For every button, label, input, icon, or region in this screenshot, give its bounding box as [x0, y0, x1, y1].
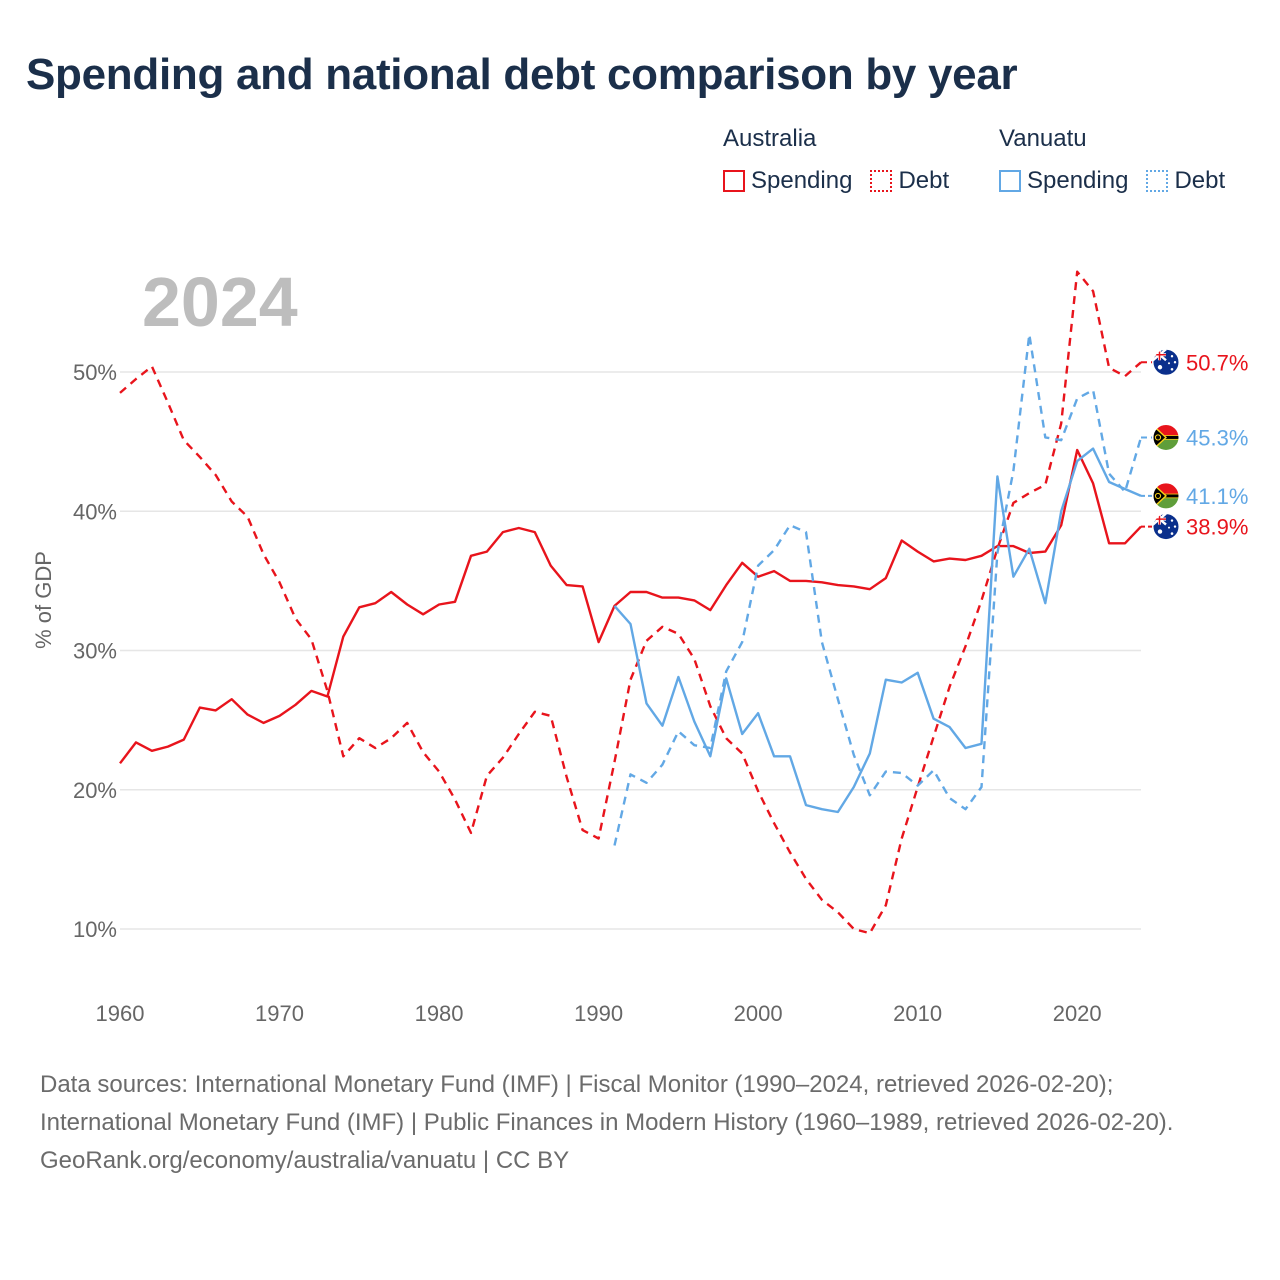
legend-country-australia: Australia	[723, 125, 817, 152]
y-axis-label: % of GDP	[31, 551, 56, 649]
line-chart: 1960 1970 1980 1990 2000 2010 2020 10% 20% 30% 40…	[31, 270, 1248, 1026]
legend-group-vanuatu: Vanuatu Spending Debt	[999, 124, 1243, 195]
legend-item-australia-spending[interactable]: Spending	[723, 167, 852, 195]
footer: Data sources: International Monetary Fun…	[40, 1066, 1240, 1180]
x-tick-label: 1980	[415, 1001, 464, 1026]
x-tick-label: 1970	[255, 1001, 304, 1026]
vanuatu-flag-icon	[1152, 423, 1180, 452]
y-tick-label: 30%	[73, 639, 117, 664]
legend-item-vanuatu-debt[interactable]: Debt	[1146, 167, 1225, 195]
series-line-vanuatu-debt[interactable]	[613, 333, 1143, 846]
x-tick-label: 2010	[893, 1001, 942, 1026]
data-sources: Data sources: International Monetary Fun…	[40, 1071, 1174, 1136]
x-tick-label: 1990	[574, 1001, 623, 1026]
credit-link[interactable]: GeoRank.org/economy/australia/vanuatu | …	[40, 1147, 570, 1174]
x-tick-label: 1960	[96, 1001, 145, 1026]
y-tick-label: 20%	[73, 778, 117, 803]
legend-label: Spending	[751, 167, 853, 194]
legend-item-australia-debt[interactable]: Debt	[870, 167, 949, 195]
y-tick-label: 10%	[73, 917, 117, 942]
solid-swatch-icon	[723, 170, 745, 192]
year-label: 2024	[142, 263, 298, 341]
legend-label: Debt	[1174, 167, 1226, 194]
vanuatu-flag-icon	[1152, 481, 1180, 510]
series-line-vanuatu-spending[interactable]	[613, 447, 1142, 814]
x-tick-label: 2020	[1053, 1001, 1102, 1026]
solid-swatch-icon	[999, 170, 1021, 192]
dotted-swatch-icon	[870, 170, 893, 192]
end-value-label: 38.9%	[1186, 515, 1248, 540]
legend-group-australia: Australia Spending Debt	[723, 124, 967, 195]
australia-flag-icon	[1152, 348, 1180, 377]
legend-item-vanuatu-spending[interactable]: Spending	[999, 167, 1128, 195]
legend-label: Debt	[898, 167, 950, 194]
x-tick-label: 2000	[734, 1001, 783, 1026]
end-value-label: 50.7%	[1186, 350, 1248, 375]
series-line-australia-debt[interactable]	[119, 270, 1142, 935]
dotted-swatch-icon	[1146, 170, 1169, 192]
legend-country-vanuatu: Vanuatu	[999, 125, 1087, 152]
end-value-label: 41.1%	[1186, 484, 1248, 509]
legend-label: Spending	[1027, 167, 1129, 194]
australia-flag-icon	[1152, 512, 1180, 541]
y-tick-label: 40%	[73, 499, 117, 524]
y-tick-label: 50%	[73, 360, 117, 385]
chart-title: Spending and national debt comparison by…	[26, 50, 1018, 99]
end-value-label: 45.3%	[1186, 425, 1248, 450]
series-line-australia-spending[interactable]	[119, 448, 1142, 765]
